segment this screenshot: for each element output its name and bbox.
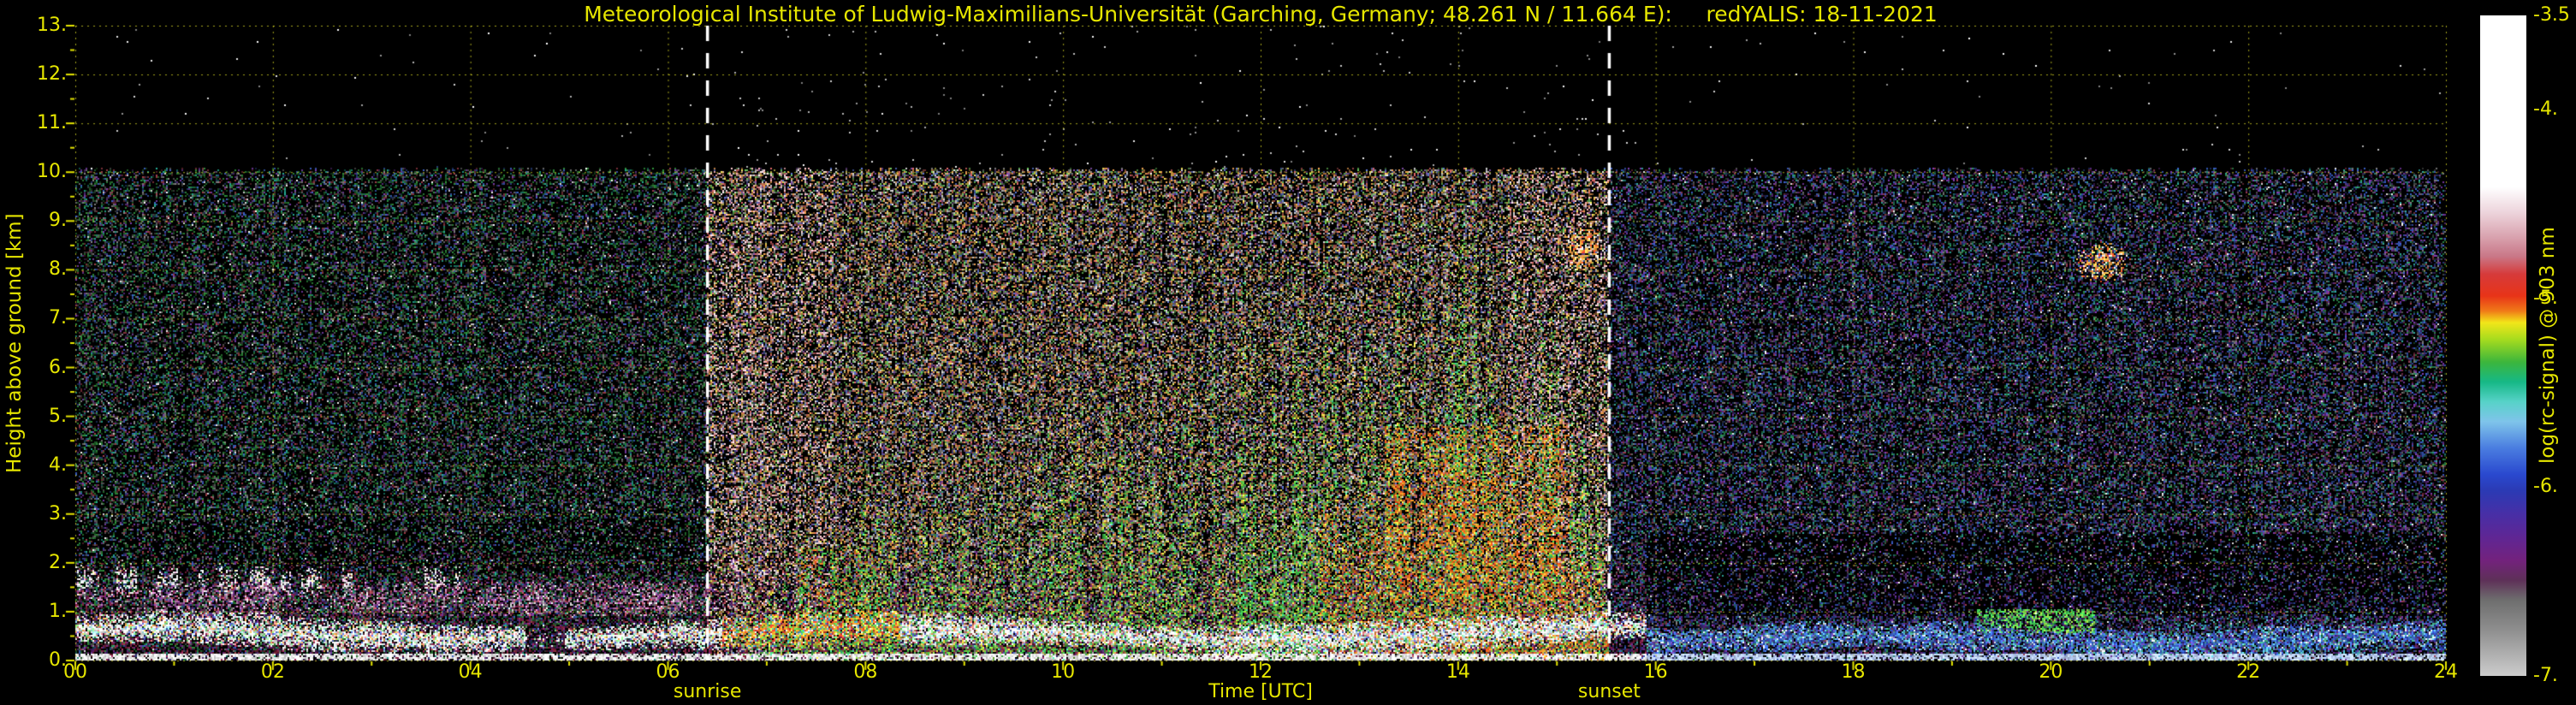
colorbar (2480, 15, 2526, 676)
sunset-label: sunset (1577, 681, 1641, 702)
y-tick-label: 10. (37, 161, 67, 183)
y-tick-label: 11. (37, 112, 67, 134)
x-tick-label: 10 (1051, 661, 1076, 683)
x-tick-label: 08 (853, 661, 878, 683)
plot-title: Meteorological Institute of Ludwig-Maxim… (584, 2, 1938, 27)
y-tick-label: 6. (49, 356, 67, 378)
colorbar-tick-label: -4. (2533, 98, 2558, 121)
x-axis-label: Time [UTC] (1208, 681, 1313, 702)
x-tick-label: 02 (260, 661, 285, 683)
x-tick-label: 16 (1643, 661, 1668, 683)
x-tick-label: 04 (458, 661, 483, 683)
x-tick-label: 14 (1445, 661, 1470, 683)
y-tick-label: 0. (49, 649, 67, 671)
y-tick-label: 4. (49, 453, 67, 476)
y-tick-label: 13. (37, 15, 67, 36)
colorbar-tick-label: -3.5 (2533, 4, 2570, 26)
x-tick-label: 00 (63, 661, 87, 683)
x-tick-label: 12 (1249, 661, 1273, 683)
y-tick-label: 3. (49, 502, 67, 524)
y-tick-label: 2. (49, 551, 67, 573)
colorbar-tick-label: -7. (2533, 665, 2558, 686)
y-tick-label: 8. (49, 258, 67, 281)
x-tick-label: 22 (2236, 661, 2261, 683)
y-tick-label: 7. (49, 307, 67, 329)
sunrise-label: sunrise (673, 681, 742, 702)
colorbar-tick-label: -6. (2533, 476, 2558, 498)
colorbar-label: log(rc-signal) @ 903 nm (2537, 227, 2559, 465)
x-tick-label: 20 (2039, 661, 2063, 683)
y-tick-label: 12. (37, 63, 67, 86)
y-tick-label: 9. (49, 210, 67, 232)
x-tick-label: 06 (656, 661, 680, 683)
y-tick-label: 1. (49, 600, 67, 622)
y-tick-label: 5. (49, 405, 67, 427)
colorbar-tick-label: -5. (2533, 287, 2558, 309)
x-tick-label: 24 (2434, 661, 2458, 683)
x-tick-label: 18 (1841, 661, 1866, 683)
